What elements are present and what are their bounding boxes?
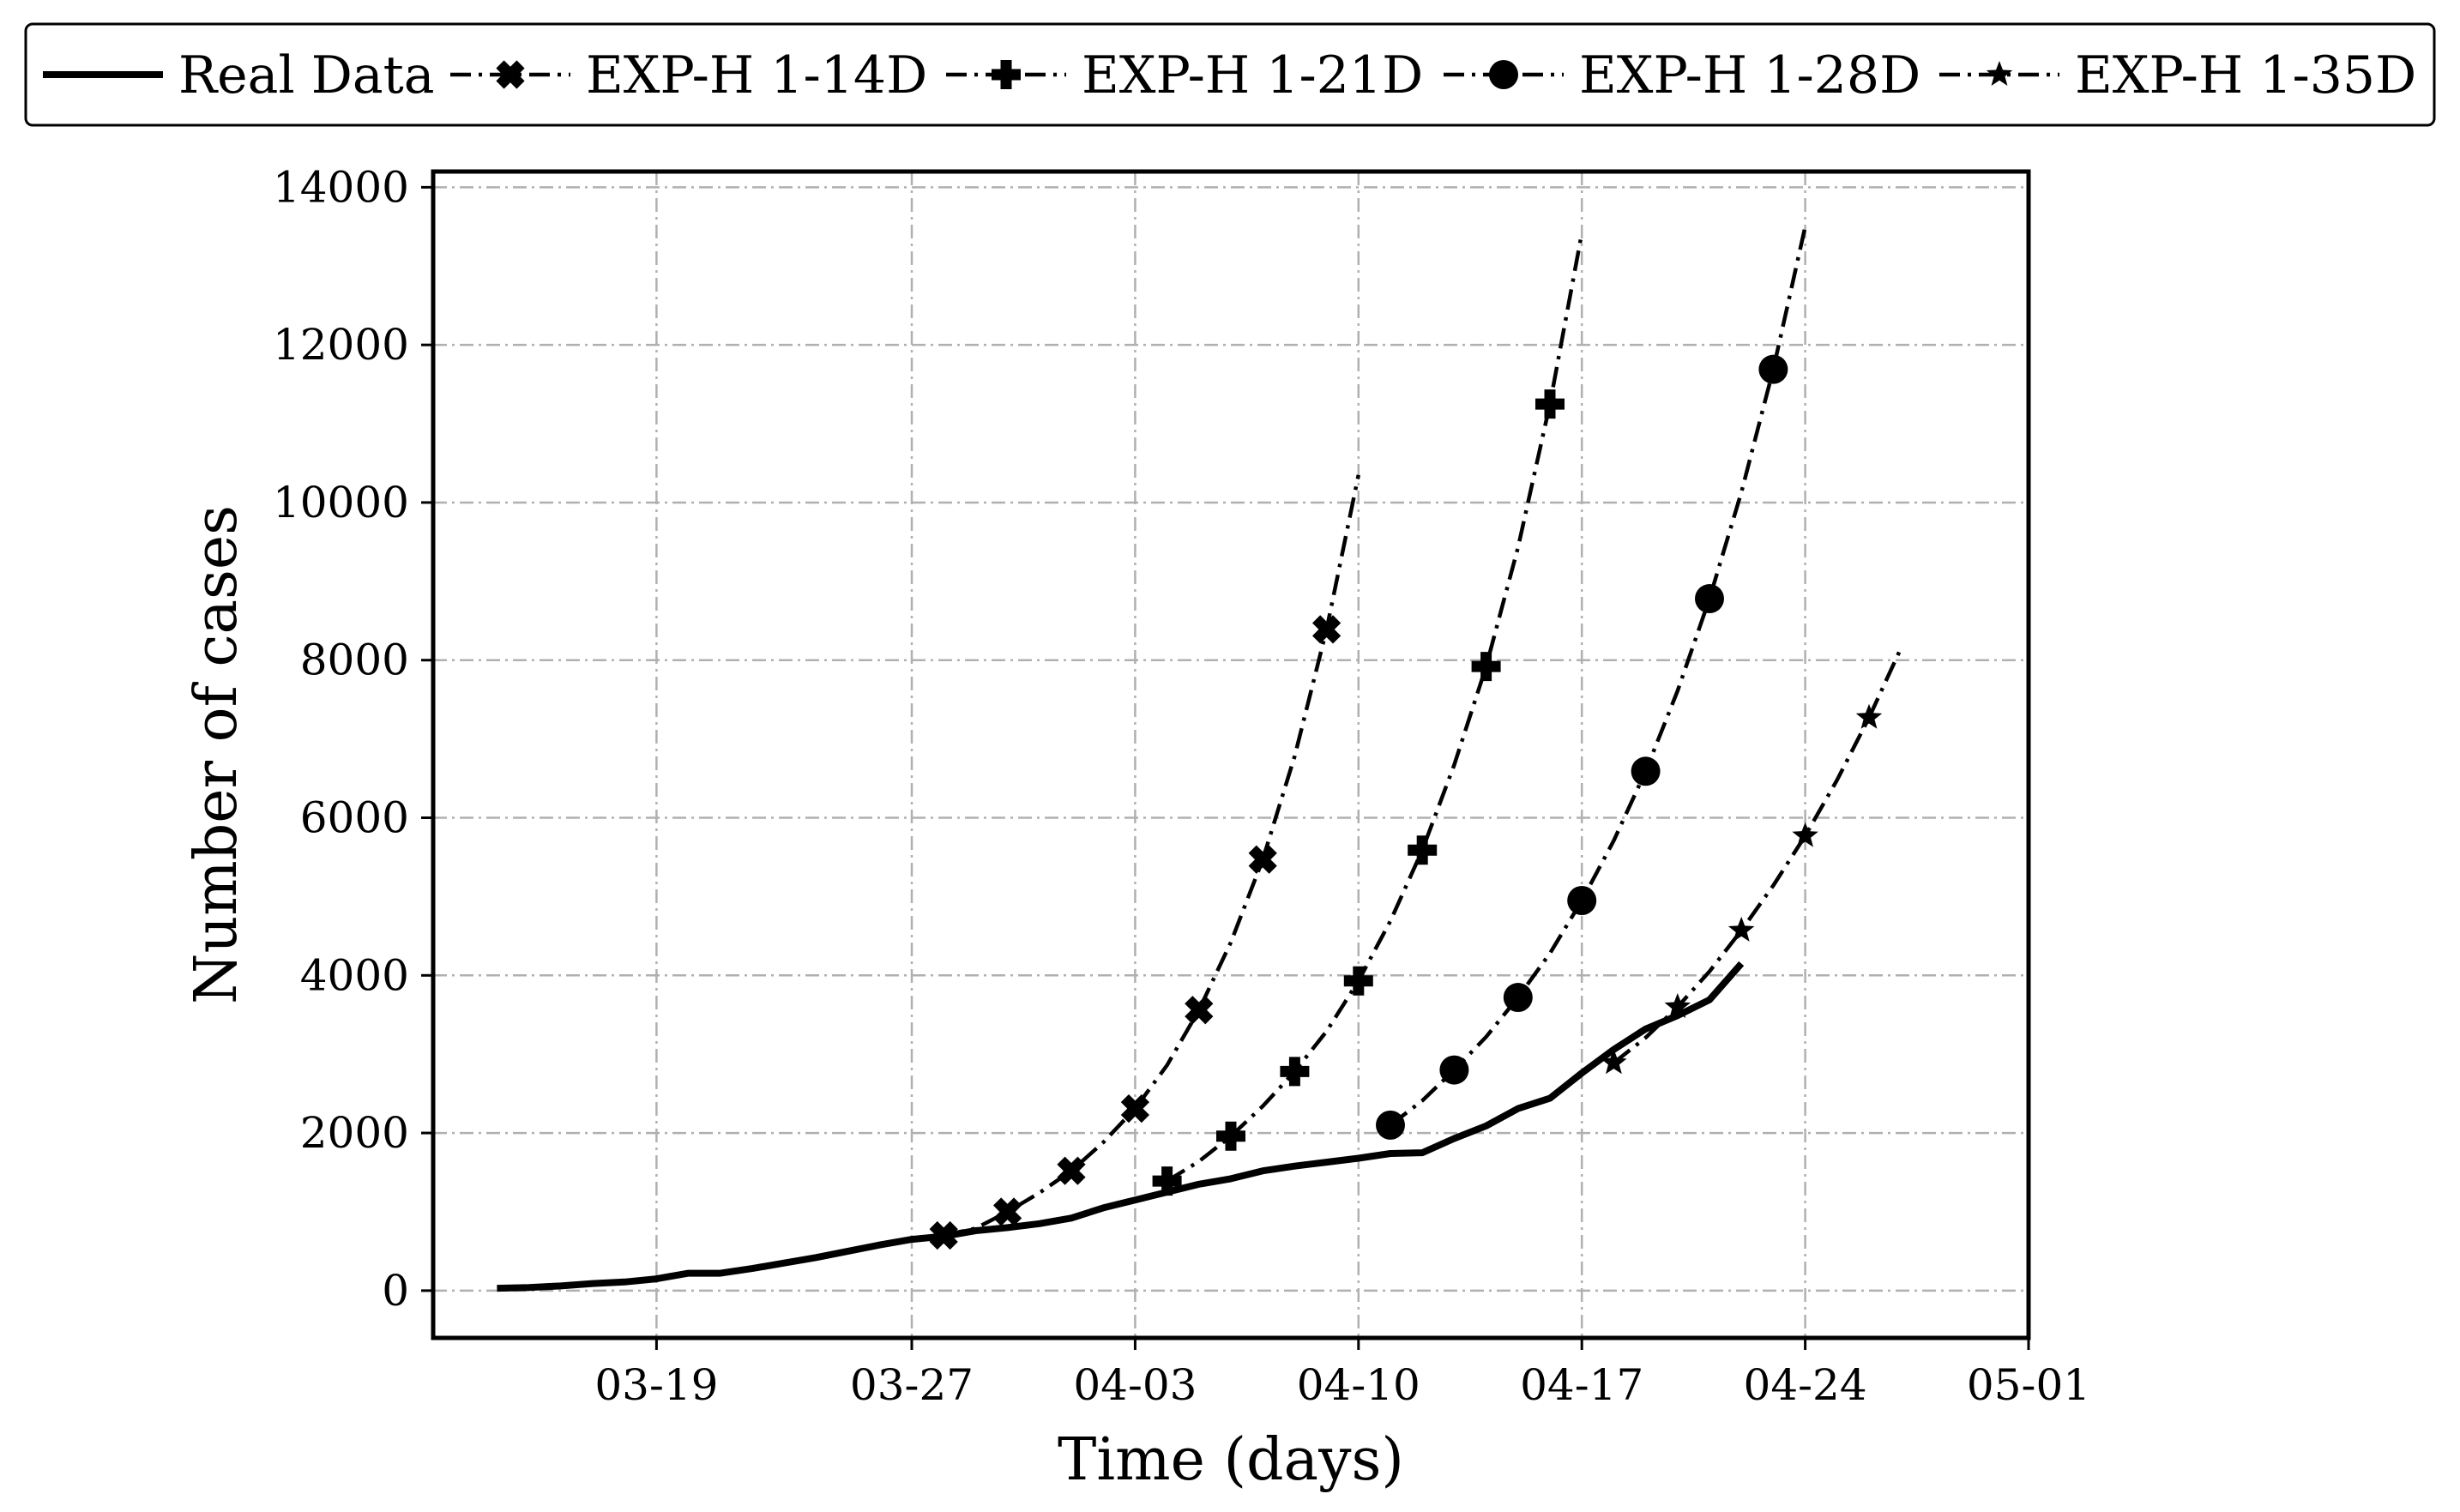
y-tick-label: 0	[382, 1266, 409, 1316]
data-point	[1695, 584, 1724, 614]
data-point	[929, 1220, 958, 1250]
data-point	[1567, 886, 1597, 915]
legend-entry: EXP-H 1-14D	[450, 45, 927, 105]
x-tick-label: 04-03	[1073, 1360, 1197, 1410]
data-point	[992, 1197, 1022, 1226]
legend-entry: EXP-H 1-21D	[946, 45, 1423, 105]
data-point	[1216, 1121, 1245, 1151]
legend-label: EXP-H 1-35D	[2075, 45, 2416, 105]
legend-entry: EXP-H 1-28D	[1444, 45, 1920, 105]
x-tick-label: 04-24	[1744, 1360, 1867, 1410]
series-line	[1166, 232, 1584, 1184]
series-exp-h-1-21d	[1152, 232, 1584, 1196]
legend-label: EXP-H 1-21D	[1082, 45, 1423, 105]
data-point	[1311, 615, 1342, 644]
y-tick-label: 10000	[273, 478, 409, 527]
legend-label: Real Data	[178, 45, 434, 105]
y-tick-label: 8000	[300, 636, 409, 685]
data-point	[1120, 1093, 1150, 1123]
data-point	[1408, 835, 1438, 865]
x-axis-title: Time (days)	[1058, 1426, 1404, 1494]
y-tick-label: 14000	[273, 162, 409, 212]
grid-lines	[433, 172, 2030, 1338]
y-tick-label: 6000	[300, 793, 409, 843]
series-exp-h-1-35d	[1601, 647, 1903, 1075]
x-tick-label: 05-01	[1967, 1360, 2090, 1410]
data-point	[1439, 1055, 1469, 1085]
series-exp-h-1-28d	[1376, 226, 1807, 1140]
data-point	[1471, 652, 1501, 682]
data-point	[1664, 993, 1691, 1018]
data-point	[1631, 756, 1661, 786]
data-point	[1855, 703, 1883, 729]
data-point	[1758, 354, 1788, 384]
legend-marker	[496, 60, 525, 89]
series-line	[497, 961, 1745, 1292]
y-tick-label: 12000	[273, 320, 409, 370]
legend-box	[24, 22, 2436, 127]
legend-entry: Real Data	[43, 45, 434, 105]
data-point	[1535, 389, 1565, 419]
legend-entry: EXP-H 1-35D	[1939, 45, 2416, 105]
legend-marker	[992, 60, 1021, 89]
series-line	[1389, 226, 1807, 1127]
legend-label: EXP-H 1-28D	[1579, 45, 1920, 105]
y-axis-title: Number of cases	[183, 505, 250, 1004]
x-tick-label: 04-17	[1520, 1360, 1643, 1410]
x-tick-label: 04-10	[1297, 1360, 1420, 1410]
data-point	[1376, 1110, 1405, 1140]
series-layer	[497, 226, 1903, 1292]
legend-marker	[1986, 61, 2013, 86]
y-tick-label: 2000	[300, 1108, 409, 1158]
legend: Real Data EXP-H 1-14D EXP-H 1-21D EXP-H 1-2…	[24, 22, 2436, 127]
series-line	[943, 474, 1361, 1238]
data-point	[1503, 983, 1533, 1013]
axis-ticks: 03-19 03-27 04-03 04-10 04-17 04-24 05-01 0 2000…	[273, 162, 2090, 1410]
data-point	[1057, 1156, 1086, 1185]
plot-frame	[431, 169, 2031, 1340]
series-real-data	[497, 961, 1745, 1292]
data-point	[1792, 822, 1818, 847]
data-point	[1280, 1057, 1310, 1087]
x-tick-label: 03-19	[594, 1360, 718, 1410]
x-tick-label: 03-27	[850, 1360, 974, 1410]
data-point	[1727, 916, 1755, 942]
data-point	[1152, 1166, 1182, 1196]
data-point	[1601, 1049, 1627, 1075]
y-tick-label: 4000	[300, 950, 409, 1000]
data-point	[1248, 845, 1277, 874]
data-point	[1343, 966, 1373, 996]
series-exp-h-1-14d	[929, 474, 1361, 1250]
legend-marker	[1489, 60, 1518, 89]
data-point	[1185, 996, 1214, 1025]
legend-label: EXP-H 1-14D	[586, 45, 927, 105]
series-line	[1613, 647, 1903, 1065]
